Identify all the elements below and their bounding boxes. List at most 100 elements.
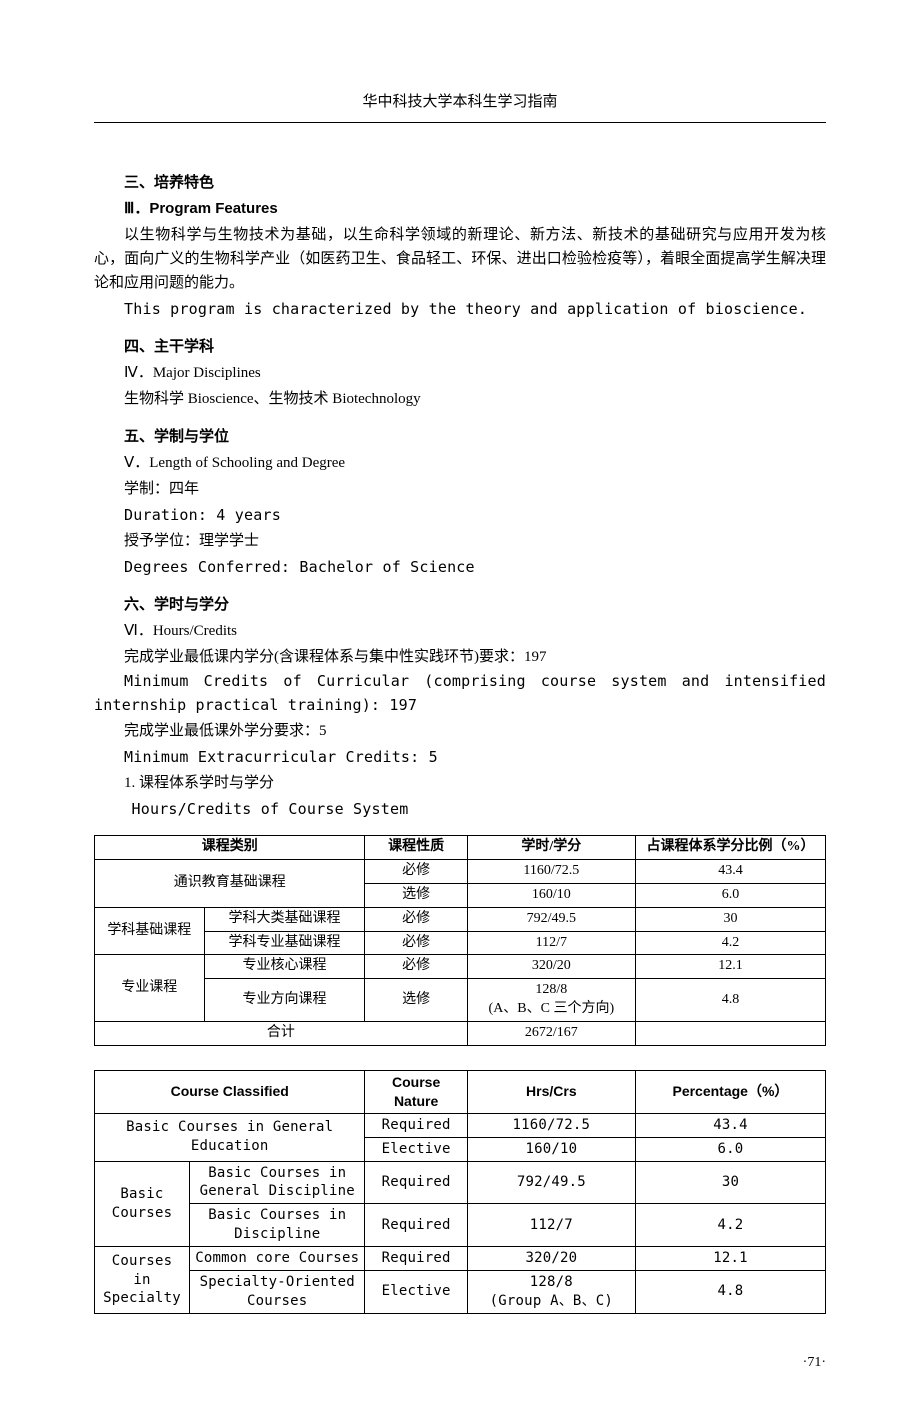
s4-en-title: Ⅳ．Major Disciplines — [94, 361, 826, 385]
cell-hrs: 160/10 — [467, 1137, 635, 1161]
table-row: 学科基础课程 学科大类基础课程 必修 792/49.5 30 — [95, 907, 826, 931]
s5-cn-title: 五、学制与学位 — [94, 425, 826, 449]
cell-subcat: Specialty-Oriented Courses — [190, 1271, 365, 1314]
course-table-cn: 课程类别 课程性质 学时/学分 占课程体系学分比例（%） 通识教育基础课程 必修… — [94, 835, 826, 1046]
s3-cn-body: 以生物科学与生物技术为基础，以生命科学领域的新理论、新方法、新技术的基础研究与应… — [94, 223, 826, 295]
cell-nat: 选修 — [365, 883, 467, 907]
table-row: 专业方向课程 选修 128/8(A、B、C 三个方向) 4.8 — [95, 979, 826, 1022]
section-disciplines: 四、主干学科 Ⅳ．Major Disciplines 生物科学 Bioscien… — [94, 335, 826, 411]
cell-pct: 30 — [635, 907, 825, 931]
page-number: ·71· — [94, 1352, 826, 1374]
cell-pct: 43.4 — [635, 859, 825, 883]
cell-cat: Basic Courses in General Education — [95, 1113, 365, 1161]
s3-en-body: This program is characterized by the the… — [94, 297, 826, 321]
s6-p1-cn: 完成学业最低课内学分(含课程体系与集中性实践环节)要求：197 — [94, 645, 826, 669]
cell-subcat: Basic Courses in Discipline — [190, 1204, 365, 1247]
cell-nat: 必修 — [365, 859, 467, 883]
s6-sub-en: Hours/Credits of Course System — [94, 797, 826, 821]
s3-cn-title: 三、培养特色 — [94, 171, 826, 195]
th-category: 课程类别 — [95, 836, 365, 860]
cell-pct: 30 — [635, 1161, 825, 1204]
cell-pct: 12.1 — [635, 955, 825, 979]
cell-cat: Basic Courses — [95, 1161, 190, 1247]
cell-pct: 6.0 — [635, 1137, 825, 1161]
cell-total-hrs: 2672/167 — [467, 1022, 635, 1046]
cell-hrs: 128/8(A、B、C 三个方向) — [467, 979, 635, 1022]
cell-pct: 4.8 — [635, 979, 825, 1022]
cell-hrs: 1160/72.5 — [467, 859, 635, 883]
cell-nat: Elective — [365, 1137, 467, 1161]
cell-empty — [635, 1022, 825, 1046]
table-row: Course Classified Course Nature Hrs/Crs … — [95, 1071, 826, 1114]
table-row: 通识教育基础课程 必修 1160/72.5 43.4 — [95, 859, 826, 883]
cell-hrs: 320/20 — [467, 1247, 635, 1271]
th-pct: 占课程体系学分比例（%） — [635, 836, 825, 860]
cell-hrs: 112/7 — [467, 931, 635, 955]
s5-deg-cn: 授予学位：理学学士 — [94, 529, 826, 553]
th-hours: 学时/学分 — [467, 836, 635, 860]
table-row: Courses in Specialty Common core Courses… — [95, 1247, 826, 1271]
table-row: Basic Courses in General Education Requi… — [95, 1113, 826, 1137]
cell-total-label: 合计 — [95, 1022, 468, 1046]
th-nature: 课程性质 — [365, 836, 467, 860]
cell-subcat: 学科大类基础课程 — [204, 907, 365, 931]
cell-cat: 专业课程 — [95, 955, 205, 1022]
cell-subcat: 专业方向课程 — [204, 979, 365, 1022]
cell-cat: 通识教育基础课程 — [95, 859, 365, 907]
cell-subcat: 学科专业基础课程 — [204, 931, 365, 955]
s6-cn-title: 六、学时与学分 — [94, 593, 826, 617]
cell-pct: 43.4 — [635, 1113, 825, 1137]
cell-nat: 选修 — [365, 979, 467, 1022]
cell-hrs: 160/10 — [467, 883, 635, 907]
cell-nat: Elective — [365, 1271, 467, 1314]
cell-hrs: 792/49.5 — [467, 1161, 635, 1204]
cell-subcat: Basic Courses in General Discipline — [190, 1161, 365, 1204]
cell-nat: 必修 — [365, 931, 467, 955]
cell-nat: 必修 — [365, 955, 467, 979]
s5-deg-en: Degrees Conferred: Bachelor of Science — [94, 555, 826, 579]
cell-cat: 学科基础课程 — [95, 907, 205, 955]
table-row: Basic Courses Basic Courses in General D… — [95, 1161, 826, 1204]
section-hours-credits: 六、学时与学分 Ⅵ．Hours/Credits 完成学业最低课内学分(含课程体系… — [94, 593, 826, 821]
table-row: Specialty-Oriented Courses Elective 128/… — [95, 1271, 826, 1314]
cell-nat: Required — [365, 1204, 467, 1247]
s5-en-title: Ⅴ．Length of Schooling and Degree — [94, 451, 826, 475]
cell-pct: 4.2 — [635, 1204, 825, 1247]
th-hours: Hrs/Crs — [467, 1071, 635, 1114]
cell-hrs: 112/7 — [467, 1204, 635, 1247]
table-row: Basic Courses in Discipline Required 112… — [95, 1204, 826, 1247]
table-row: 专业课程 专业核心课程 必修 320/20 12.1 — [95, 955, 826, 979]
course-table-en: Course Classified Course Nature Hrs/Crs … — [94, 1070, 826, 1314]
cell-hrs: 792/49.5 — [467, 907, 635, 931]
section-features: 三、培养特色 Ⅲ．Program Features 以生物科学与生物技术为基础，… — [94, 171, 826, 321]
th-nature: Course Nature — [365, 1071, 467, 1114]
s5-dur-cn: 学制：四年 — [94, 477, 826, 501]
section-degree: 五、学制与学位 Ⅴ．Length of Schooling and Degree… — [94, 425, 826, 579]
s6-en-title: Ⅵ．Hours/Credits — [94, 619, 826, 643]
cell-pct: 12.1 — [635, 1247, 825, 1271]
cell-hrs: 320/20 — [467, 955, 635, 979]
header-rule — [94, 122, 826, 123]
cell-nat: Required — [365, 1247, 467, 1271]
s6-p2-cn: 完成学业最低课外学分要求：5 — [94, 719, 826, 743]
cell-nat: 必修 — [365, 907, 467, 931]
s4-cn-title: 四、主干学科 — [94, 335, 826, 359]
s4-body: 生物科学 Bioscience、生物技术 Biotechnology — [94, 387, 826, 411]
s6-p2-en: Minimum Extracurricular Credits: 5 — [94, 745, 826, 769]
th-category: Course Classified — [95, 1071, 365, 1114]
th-pct: Percentage（%） — [635, 1071, 825, 1114]
cell-nat: Required — [365, 1161, 467, 1204]
table-row: 课程类别 课程性质 学时/学分 占课程体系学分比例（%） — [95, 836, 826, 860]
s6-sub-cn: 1. 课程体系学时与学分 — [94, 771, 826, 795]
s6-p1-en: Minimum Credits of Curricular (comprisin… — [94, 669, 826, 717]
cell-pct: 4.2 — [635, 931, 825, 955]
cell-subcat: 专业核心课程 — [204, 955, 365, 979]
running-header: 华中科技大学本科生学习指南 — [94, 90, 826, 114]
cell-hrs: 1160/72.5 — [467, 1113, 635, 1137]
s5-dur-en: Duration: 4 years — [94, 503, 826, 527]
cell-nat: Required — [365, 1113, 467, 1137]
cell-cat: Courses in Specialty — [95, 1247, 190, 1314]
cell-pct: 6.0 — [635, 883, 825, 907]
table-row-total: 合计 2672/167 — [95, 1022, 826, 1046]
cell-pct: 4.8 — [635, 1271, 825, 1314]
